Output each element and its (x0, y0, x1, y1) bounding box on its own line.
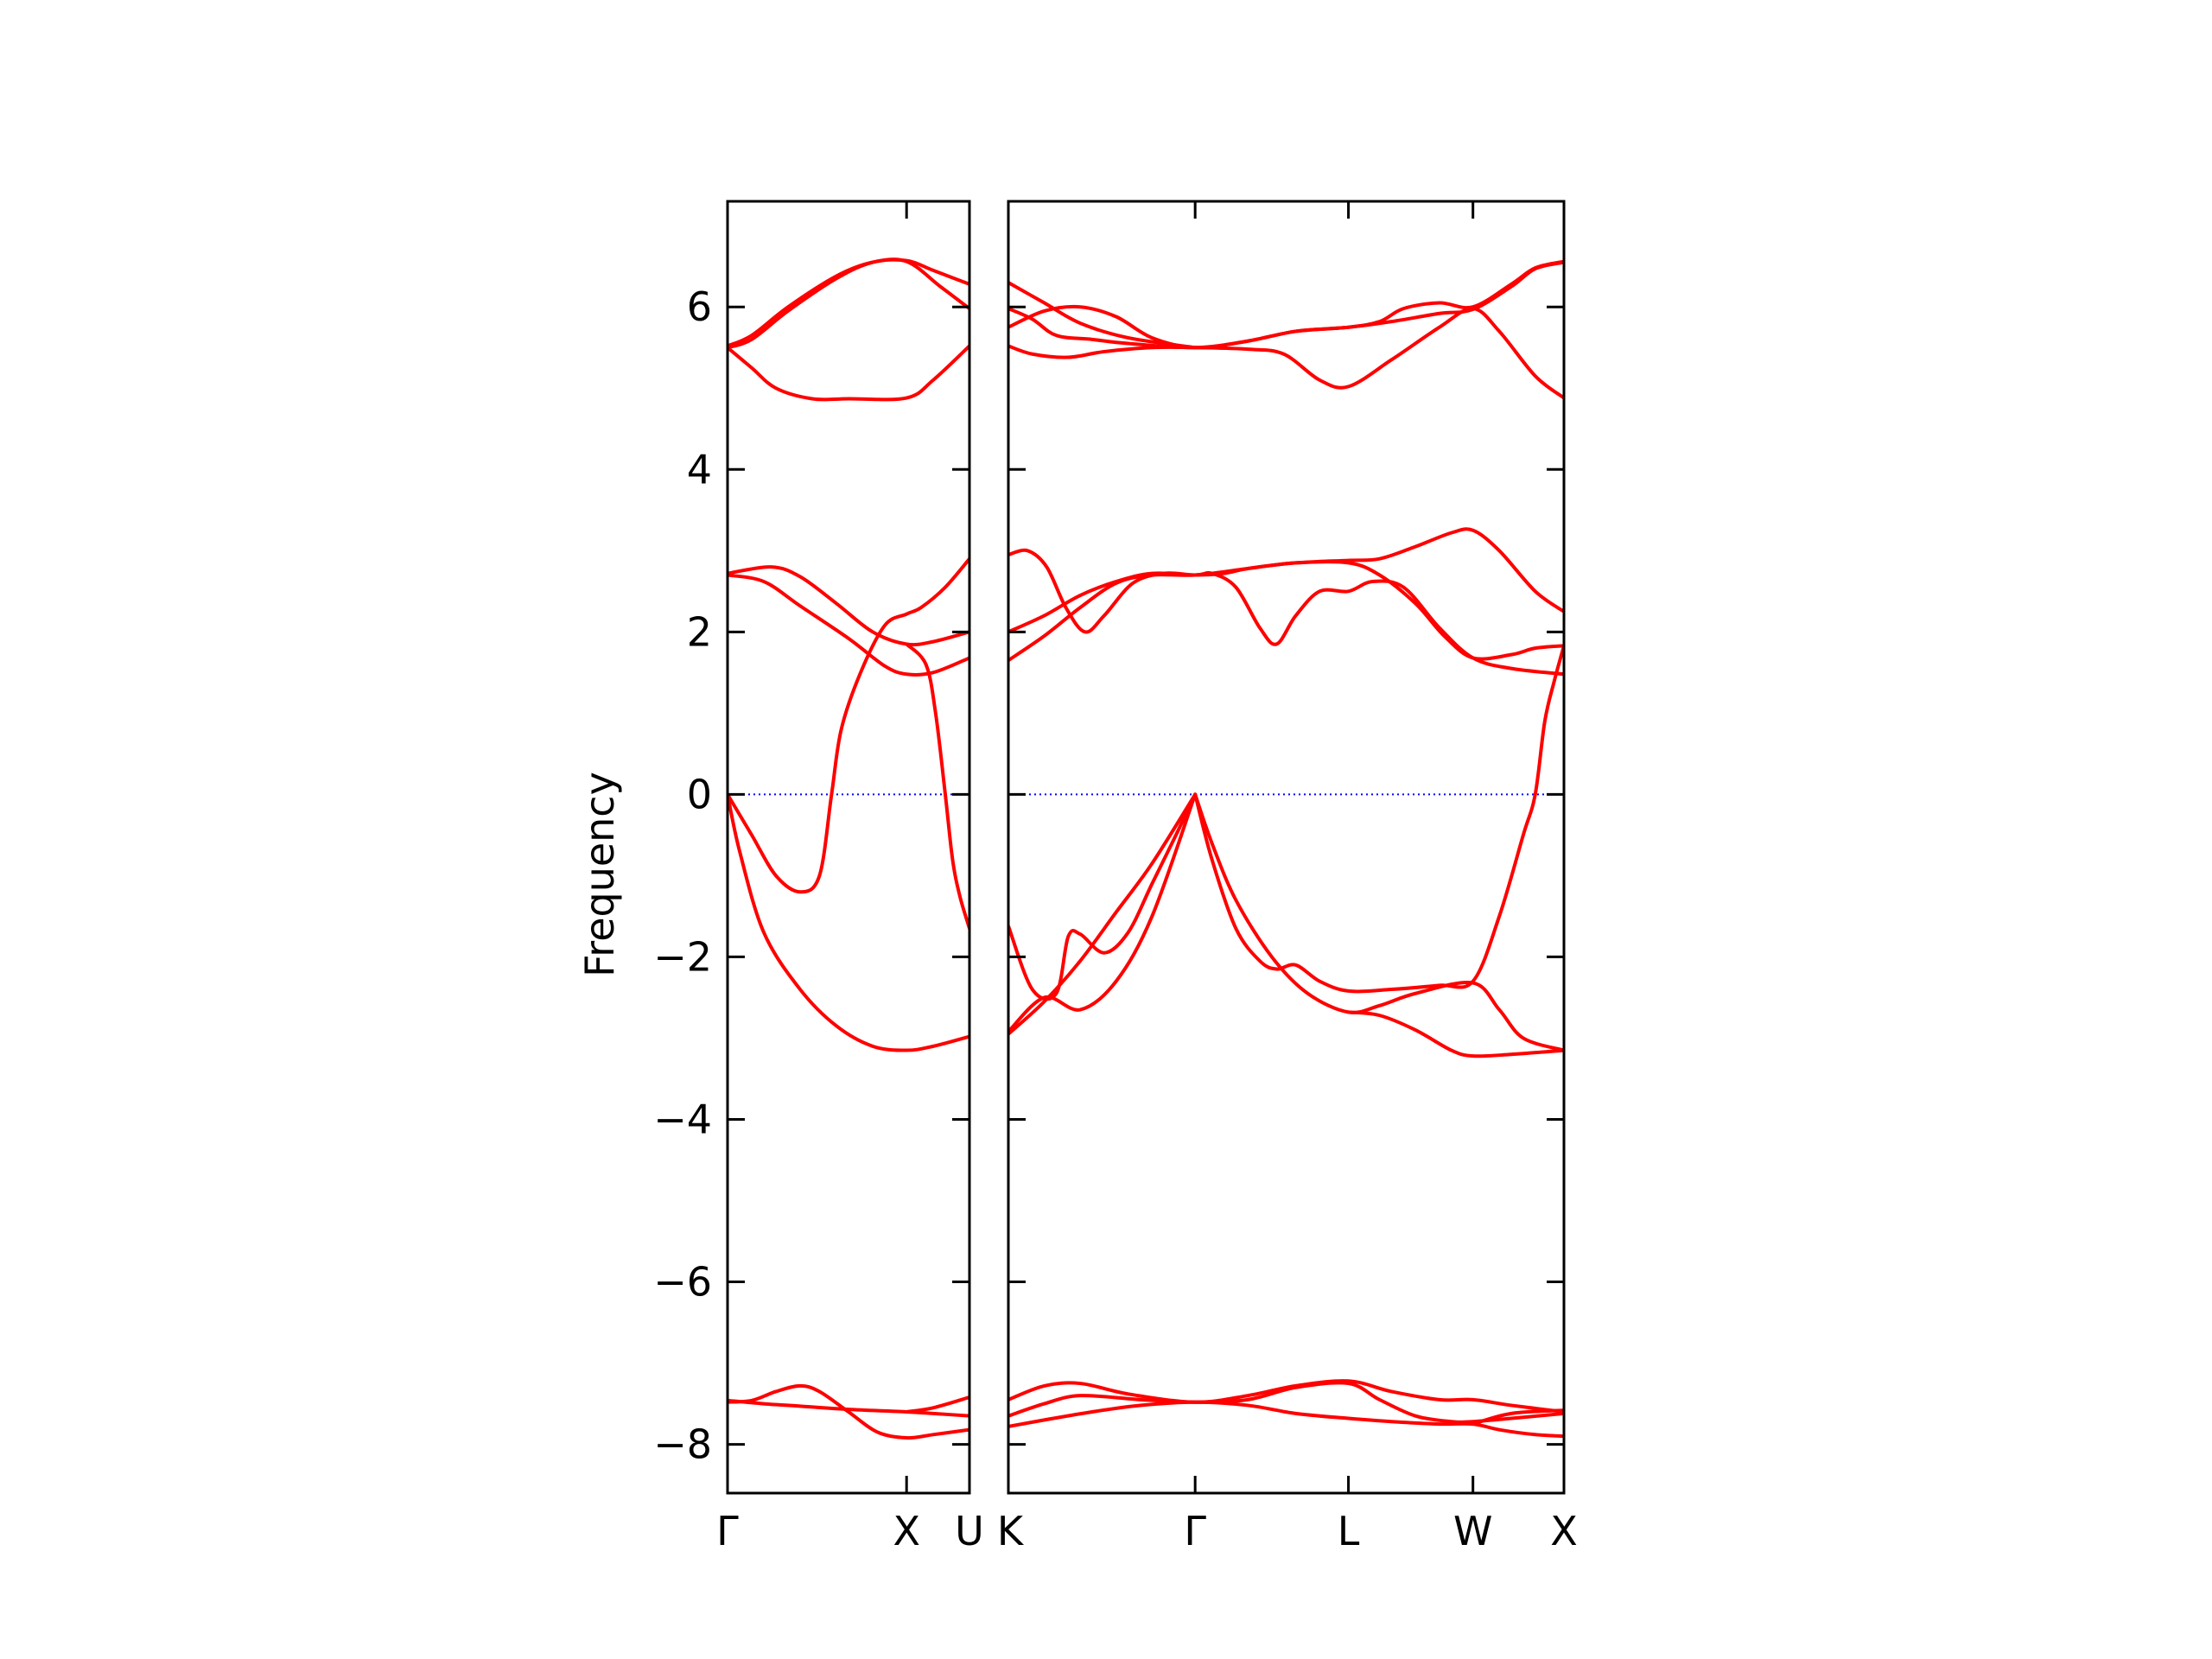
y-tick-label: 4 (687, 446, 712, 493)
y-tick-label: 6 (687, 283, 712, 330)
plot-frame (726, 200, 971, 1495)
band-line (1346, 1010, 1564, 1058)
panel-gamma-x-u: 6 4 2 0 −2 −4 −6 −8Γ X U (653, 200, 984, 1554)
band-line (728, 257, 969, 350)
plot-frame (1007, 200, 1566, 1495)
x-tick-label: U (955, 1508, 984, 1554)
band-line (1471, 1408, 1564, 1427)
y-axis-label: Frequency (576, 772, 623, 977)
band-line (1008, 259, 1564, 350)
band-line (1008, 1381, 1564, 1424)
y-tick-label: −6 (653, 1259, 712, 1306)
x-tick-label: L (1338, 1508, 1360, 1554)
y-tick-label: −8 (653, 1421, 712, 1468)
x-tick-label: X (893, 1508, 920, 1554)
band-line (728, 257, 969, 348)
band-line (1008, 792, 1198, 1033)
band-line (1008, 527, 1564, 634)
band-line (1008, 792, 1198, 1036)
band-line (728, 565, 969, 647)
band-line (1193, 644, 1564, 994)
x-tick-label: Γ (716, 1508, 739, 1554)
x-tick-label: K (997, 1508, 1025, 1554)
x-tick-label: X (1550, 1508, 1578, 1554)
y-tick-label: −2 (653, 933, 712, 980)
band-line (728, 1398, 969, 1418)
x-tick-label: W (1453, 1508, 1492, 1554)
y-tick-label: 2 (687, 608, 712, 655)
band-line (1193, 792, 1564, 1052)
band-line (728, 573, 969, 677)
band-line (728, 344, 969, 402)
band-line (728, 556, 969, 894)
band-line (1008, 560, 1564, 663)
y-tick-label: 0 (687, 771, 712, 817)
band-line (1008, 1400, 1564, 1439)
x-tick-label: Γ (1184, 1508, 1206, 1554)
y-tick-label: −4 (653, 1096, 712, 1142)
band-line (1008, 792, 1198, 1001)
band-line (905, 1395, 969, 1414)
band-line (1008, 281, 1198, 350)
band-line (1008, 307, 1564, 400)
band-line (728, 792, 969, 1052)
band-line (905, 642, 969, 931)
band-line (728, 1383, 969, 1440)
